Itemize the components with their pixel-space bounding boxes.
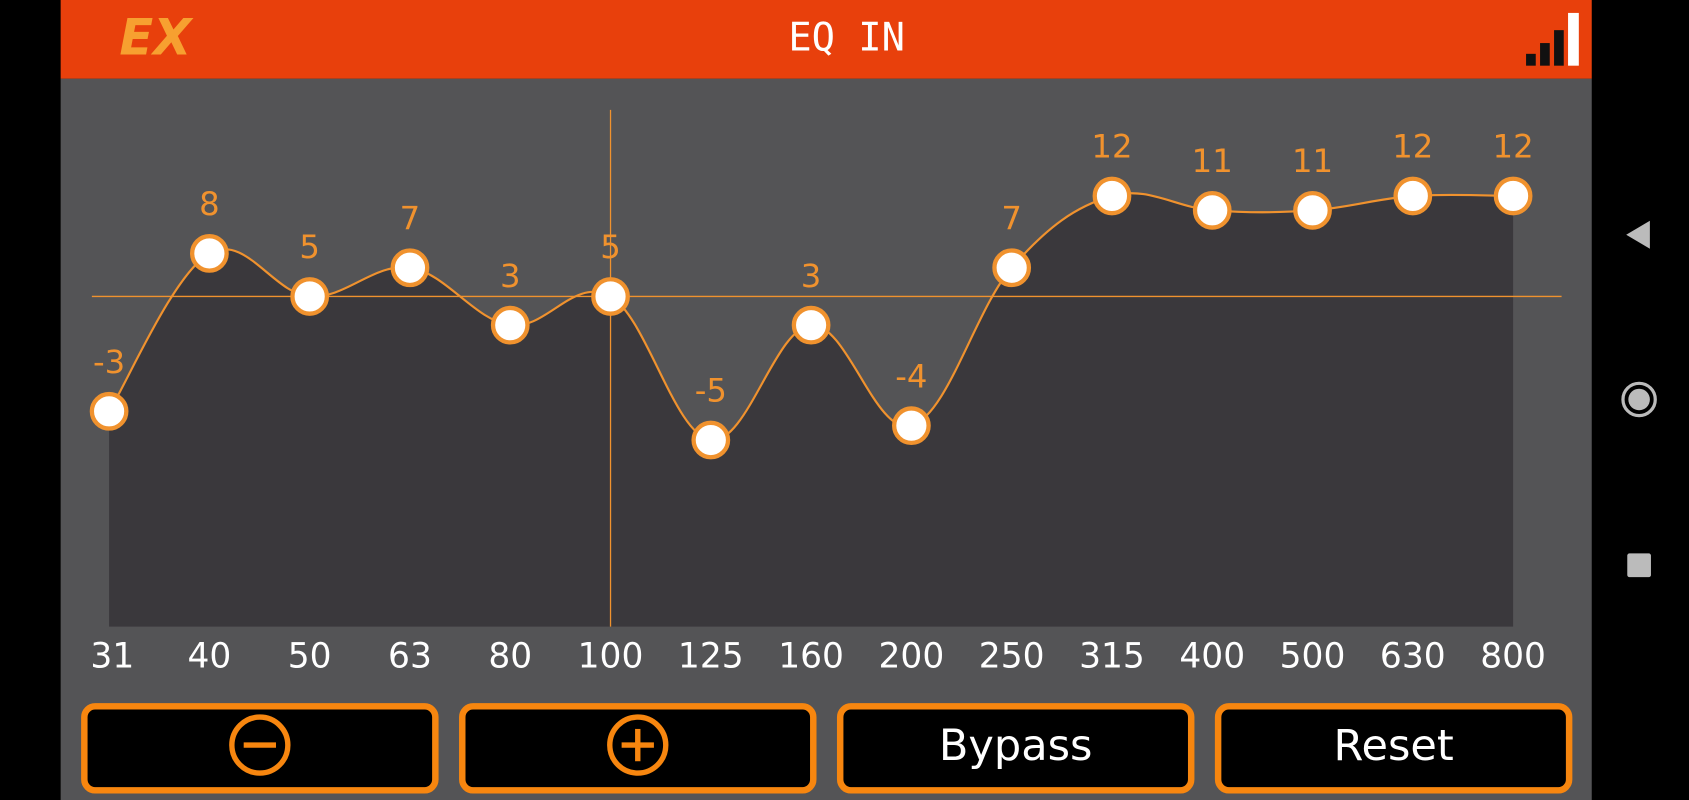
x-tick-label: 250	[979, 636, 1045, 676]
reset-button[interactable]: Reset	[1214, 703, 1573, 794]
value-label: 12	[1091, 128, 1132, 166]
x-tick-label: 315	[1079, 636, 1145, 676]
value-label: 8	[199, 185, 220, 223]
value-label: 11	[1192, 142, 1233, 180]
value-label: 12	[1493, 128, 1534, 166]
title: EQ IN	[788, 15, 905, 60]
eq-point[interactable]	[1493, 176, 1533, 216]
eq-point[interactable]	[791, 305, 831, 345]
plus-button[interactable]	[459, 703, 817, 794]
x-tick-label: 63	[388, 636, 432, 676]
value-label: 3	[801, 257, 822, 295]
x-tick-label: 400	[1179, 636, 1245, 676]
x-tick-label: 40	[187, 636, 231, 676]
x-tick-label: 160	[778, 636, 844, 676]
x-tick-label: 800	[1480, 636, 1546, 676]
x-tick-label: 200	[879, 636, 945, 676]
value-label: -5	[695, 372, 727, 410]
eq-point[interactable]	[892, 406, 931, 446]
curve-fill	[109, 193, 1514, 627]
x-tick-label: 80	[488, 636, 532, 676]
value-label: 7	[1001, 199, 1022, 237]
eq-point[interactable]	[390, 248, 430, 288]
x-tick-label: 630	[1380, 636, 1446, 676]
eq-point[interactable]	[992, 248, 1032, 288]
value-label: -3	[93, 343, 125, 381]
eq-point[interactable]	[1393, 176, 1433, 216]
eq-point[interactable]	[1293, 190, 1332, 230]
value-label: 12	[1392, 128, 1433, 166]
value-label: 5	[299, 228, 320, 266]
eq-point[interactable]	[190, 234, 229, 273]
eq-point[interactable]	[89, 391, 129, 431]
value-label: 5	[600, 228, 621, 266]
value-label: 7	[400, 199, 421, 237]
eq-point[interactable]	[691, 420, 731, 460]
logo: EX	[119, 8, 194, 66]
nav-home[interactable]	[1621, 381, 1657, 418]
nav-back[interactable]	[1626, 220, 1650, 249]
signal-icon	[1526, 12, 1579, 66]
bypass-label: Bypass	[939, 721, 1093, 771]
x-tick-label: 125	[678, 636, 744, 676]
x-tick-label: 50	[288, 636, 332, 676]
value-label: 3	[500, 257, 521, 295]
value-label: -4	[895, 357, 927, 395]
eq-point[interactable]	[1092, 176, 1132, 216]
x-tick-label: 31	[90, 636, 134, 676]
minus-button[interactable]	[81, 703, 439, 794]
eq-point[interactable]	[591, 277, 630, 316]
reset-label: Reset	[1334, 721, 1454, 771]
value-label: 11	[1292, 142, 1333, 180]
nav-recents[interactable]	[1627, 553, 1651, 578]
x-tick-label: 500	[1280, 636, 1346, 676]
header	[60, 0, 1592, 79]
bypass-button[interactable]: Bypass	[836, 703, 1195, 794]
eq-point[interactable]	[1192, 190, 1232, 230]
x-tick-label: 100	[578, 636, 644, 676]
eq-graph: -3 31 8 40 5 50 7 63 3 80 5 100 -5 125 3 160 -4 200 7 250 12…	[89, 109, 1562, 676]
eq-point[interactable]	[290, 277, 330, 316]
eq-point[interactable]	[490, 305, 530, 345]
